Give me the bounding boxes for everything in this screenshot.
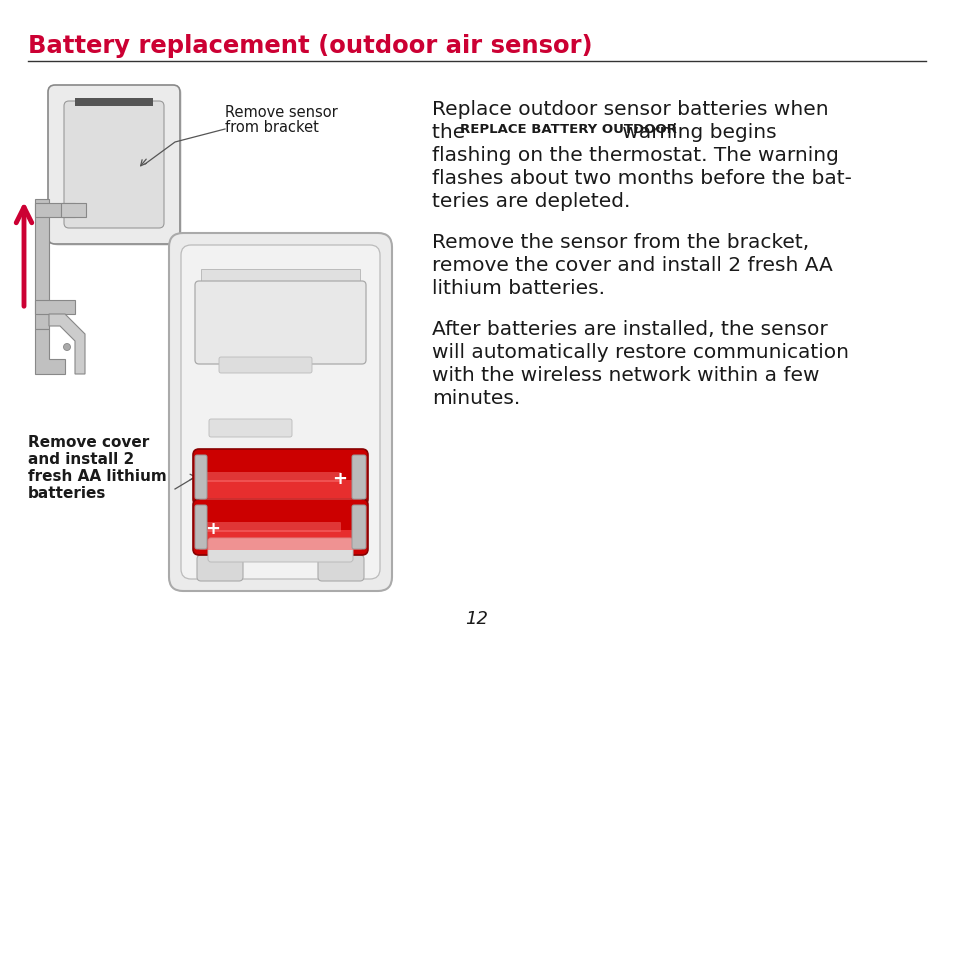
Text: Replace outdoor sensor batteries when: Replace outdoor sensor batteries when [432,100,828,119]
Text: with the wireless network within a few: with the wireless network within a few [432,366,819,385]
Text: +: + [333,470,347,488]
Text: REPLACE BATTERY OUTDOOR: REPLACE BATTERY OUTDOOR [459,123,677,136]
FancyBboxPatch shape [181,246,379,579]
FancyBboxPatch shape [352,505,366,550]
Text: Remove cover: Remove cover [28,435,149,450]
FancyBboxPatch shape [52,88,182,247]
Bar [35,301,75,314]
Text: Remove the sensor from the bracket,: Remove the sensor from the bracket, [432,233,808,252]
FancyBboxPatch shape [219,357,312,374]
FancyBboxPatch shape [194,456,207,499]
FancyBboxPatch shape [352,456,366,499]
Text: flashing on the thermostat. The warning: flashing on the thermostat. The warning [432,146,838,165]
FancyBboxPatch shape [48,86,180,245]
FancyBboxPatch shape [64,102,164,229]
Text: warning begins: warning begins [616,123,776,142]
FancyBboxPatch shape [317,556,364,581]
Circle shape [343,303,353,313]
Text: Battery replacement (outdoor air sensor): Battery replacement (outdoor air sensor) [28,34,592,58]
FancyBboxPatch shape [206,473,340,482]
FancyBboxPatch shape [194,282,366,365]
Text: teries are depleted.: teries are depleted. [432,192,630,211]
Circle shape [64,344,71,351]
FancyBboxPatch shape [206,522,340,533]
Bar [75,99,152,107]
Text: remove the cover and install 2 fresh AA: remove the cover and install 2 fresh AA [432,255,832,274]
FancyBboxPatch shape [198,531,363,551]
Text: 12: 12 [465,609,488,627]
Text: will automatically restore communication: will automatically restore communication [432,343,848,361]
Text: the: the [432,123,471,142]
Text: flashes about two months before the bat-: flashes about two months before the bat- [432,169,851,188]
FancyBboxPatch shape [198,480,363,500]
Text: from bracket: from bracket [225,120,318,135]
Text: batteries: batteries [28,485,107,500]
Polygon shape [35,330,65,375]
FancyBboxPatch shape [193,450,368,505]
FancyBboxPatch shape [209,419,292,437]
Text: fresh AA lithium: fresh AA lithium [28,469,167,483]
FancyBboxPatch shape [169,233,392,592]
FancyBboxPatch shape [196,556,243,581]
Bar [61,204,86,218]
Polygon shape [49,314,85,375]
Text: +: + [205,519,220,537]
Circle shape [208,303,218,313]
Text: Remove sensor: Remove sensor [225,105,337,120]
FancyBboxPatch shape [193,499,368,556]
Bar [35,200,49,330]
Text: and install 2: and install 2 [28,452,134,467]
Text: After batteries are installed, the sensor: After batteries are installed, the senso… [432,319,827,338]
FancyBboxPatch shape [194,505,207,550]
FancyBboxPatch shape [225,292,335,315]
FancyBboxPatch shape [208,538,353,562]
Text: lithium batteries.: lithium batteries. [432,278,604,297]
Text: minutes.: minutes. [432,389,519,408]
Bar [201,270,359,288]
Bar [35,204,75,218]
